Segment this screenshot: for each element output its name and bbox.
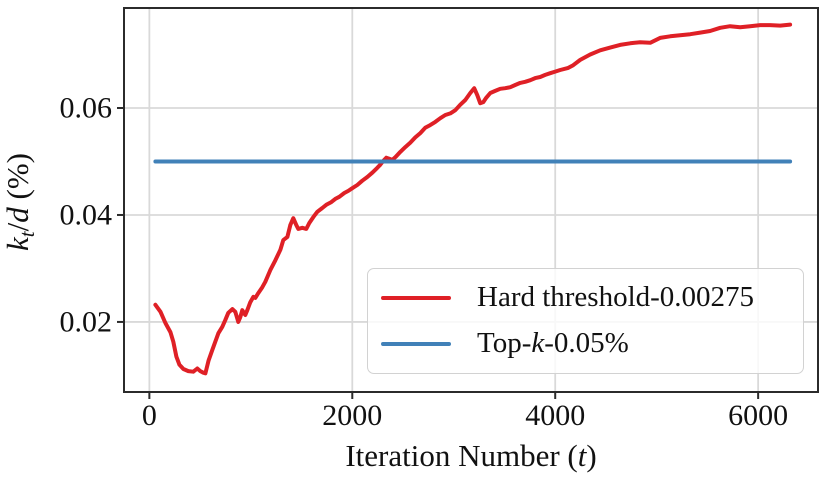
label-fragment: k [0, 237, 35, 251]
label-fragment: t [14, 231, 39, 238]
red-line-swatch [381, 296, 451, 301]
x-tick-label: 6000 [728, 399, 789, 432]
x-tick-label: 2000 [322, 399, 383, 432]
legend-label-hard-threshold: Hard threshold-0.00275 [477, 281, 755, 314]
label-fragment: k [531, 326, 545, 359]
axes-frame [123, 7, 819, 393]
legend-label-topk: Top-k-0.05% [477, 326, 629, 360]
y-tick-label: 0.06 [59, 91, 113, 125]
label-fragment: Hard threshold-0.00275 [477, 281, 755, 314]
x-tick-label: 4000 [525, 399, 586, 432]
label-fragment: -0.05% [544, 326, 629, 359]
y-tick-label: 0.04 [59, 198, 113, 232]
series-line-0 [153, 22, 793, 376]
x-tick-label: 0 [141, 399, 157, 432]
label-fragment: t [577, 438, 587, 473]
x-axis-label: Iteration Number (t) [124, 438, 818, 474]
label-fragment: Top- [477, 326, 532, 359]
legend-item-hard-threshold: Hard threshold-0.00275 [368, 281, 803, 314]
label-fragment: Iteration Number ( [345, 438, 578, 473]
label-fragment: ) [586, 438, 597, 473]
blue-line-swatch [381, 341, 451, 346]
legend: Hard threshold-0.00275 Top-k-0.05% [367, 268, 804, 374]
legend-item-topk: Top-k-0.05% [368, 326, 803, 360]
y-tick-label: 0.02 [59, 305, 113, 339]
